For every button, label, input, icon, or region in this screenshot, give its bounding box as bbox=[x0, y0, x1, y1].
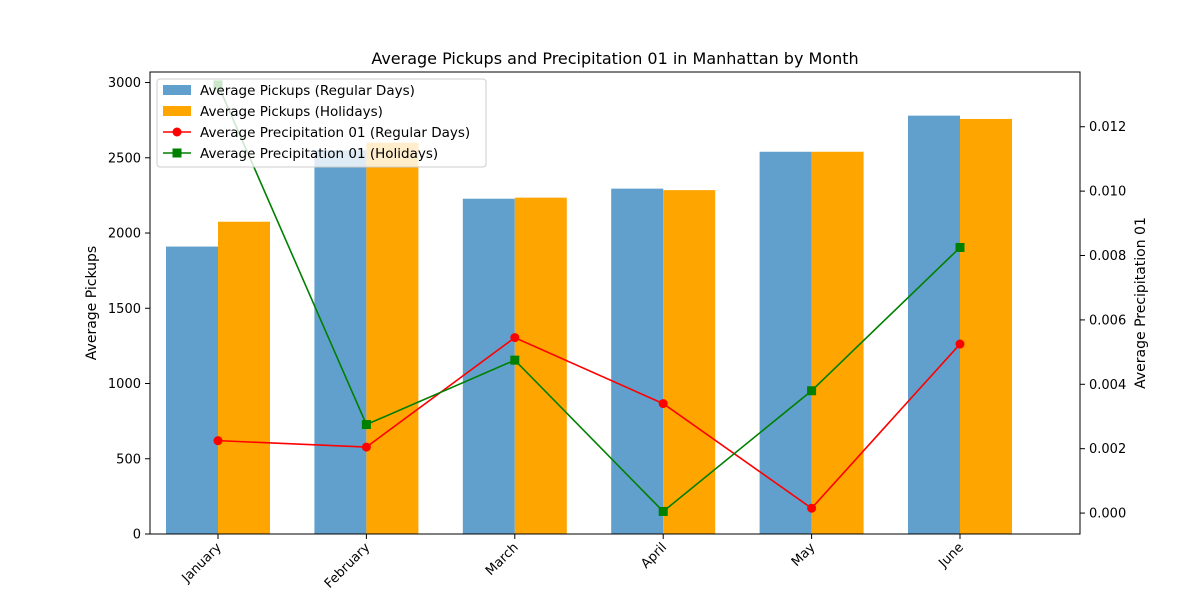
x-tick-label: March bbox=[483, 540, 522, 579]
bar-holiday-march bbox=[514, 197, 567, 535]
marker-precip-holiday-may bbox=[807, 386, 817, 396]
y2-tick-label: 0.000 bbox=[1089, 507, 1126, 522]
y-tick-label: 3000 bbox=[108, 76, 141, 91]
legend-label-holiday-pickups: Average Pickups (Holidays) bbox=[200, 104, 383, 120]
legend-label-holiday-precip: Average Precipitation 01 (Holidays) bbox=[200, 146, 438, 162]
marker-precip-regular-march bbox=[510, 333, 520, 343]
y2-tick-label: 0.010 bbox=[1089, 185, 1126, 200]
bar-holiday-may bbox=[811, 151, 864, 534]
y-tick-label: 1500 bbox=[108, 302, 141, 317]
marker-precip-holiday-april bbox=[658, 506, 668, 516]
x-tick-label: January bbox=[179, 540, 225, 586]
legend-frame bbox=[156, 78, 487, 168]
chart-title: Average Pickups and Precipitation 01 in … bbox=[371, 49, 858, 68]
bar-regular-march bbox=[462, 198, 515, 534]
marker-precip-holiday-february bbox=[361, 420, 371, 430]
y2-tick-label: 0.012 bbox=[1089, 120, 1126, 135]
x-axis: January February March April May June bbox=[179, 534, 967, 592]
x-tick-label: May bbox=[789, 540, 819, 570]
legend-swatch-holiday-pickups bbox=[163, 106, 191, 116]
plot-frame bbox=[149, 71, 1081, 535]
y2-axis-title: Average Precipitation 01 bbox=[1133, 217, 1149, 389]
bar-holiday-february bbox=[366, 142, 419, 534]
bar-regular-april bbox=[611, 188, 664, 534]
y-tick-label: 1000 bbox=[108, 377, 141, 392]
bar-holiday-april bbox=[663, 190, 716, 534]
y-tick-label: 2500 bbox=[108, 151, 141, 166]
marker-precip-holiday-june bbox=[955, 242, 965, 252]
marker-precip-regular-february bbox=[361, 442, 371, 452]
bar-holiday-june bbox=[960, 118, 1012, 534]
marker-precip-regular-january bbox=[213, 436, 223, 446]
y-tick-label: 2000 bbox=[108, 227, 141, 242]
y2-tick-label: 0.006 bbox=[1089, 313, 1126, 328]
marker-precip-holiday-march bbox=[510, 355, 520, 365]
legend: Average Pickups (Regular Days) Average P… bbox=[156, 78, 487, 168]
marker-precip-regular-april bbox=[658, 399, 668, 409]
lines-layer bbox=[213, 80, 965, 516]
bars-layer bbox=[166, 115, 1012, 535]
bar-regular-january bbox=[166, 246, 218, 534]
marker-precip-regular-may bbox=[807, 503, 817, 513]
left-axis: 0 500 1000 1500 2000 2500 3000 bbox=[108, 76, 150, 543]
y-tick-label: 500 bbox=[116, 452, 141, 467]
x-tick-label: June bbox=[935, 540, 966, 571]
legend-swatch-regular-pickups bbox=[163, 85, 191, 95]
legend-label-regular-pickups: Average Pickups (Regular Days) bbox=[200, 83, 415, 99]
x-tick-label: February bbox=[322, 540, 374, 592]
marker-precip-regular-june bbox=[955, 339, 965, 349]
bar-regular-may bbox=[759, 151, 812, 534]
y-axis-title: Average Pickups bbox=[84, 246, 100, 360]
legend-label-regular-precip: Average Precipitation 01 (Regular Days) bbox=[200, 125, 470, 141]
right-axis: 0.000 0.002 0.004 0.006 0.008 0.010 0.012 bbox=[1080, 120, 1126, 522]
bar-regular-june bbox=[908, 115, 960, 534]
y2-tick-label: 0.004 bbox=[1089, 378, 1126, 393]
line-precip-holiday bbox=[217, 84, 961, 513]
x-tick-label: April bbox=[638, 540, 670, 572]
y-tick-label: 0 bbox=[133, 528, 141, 543]
line-precip-regular bbox=[217, 336, 961, 510]
y2-tick-label: 0.008 bbox=[1089, 249, 1126, 264]
bar-holiday-january bbox=[218, 221, 270, 535]
y2-tick-label: 0.002 bbox=[1089, 442, 1126, 457]
bar-regular-february bbox=[314, 150, 367, 534]
legend-marker-holiday-precip bbox=[172, 148, 182, 158]
legend-marker-regular-precip bbox=[172, 127, 182, 137]
